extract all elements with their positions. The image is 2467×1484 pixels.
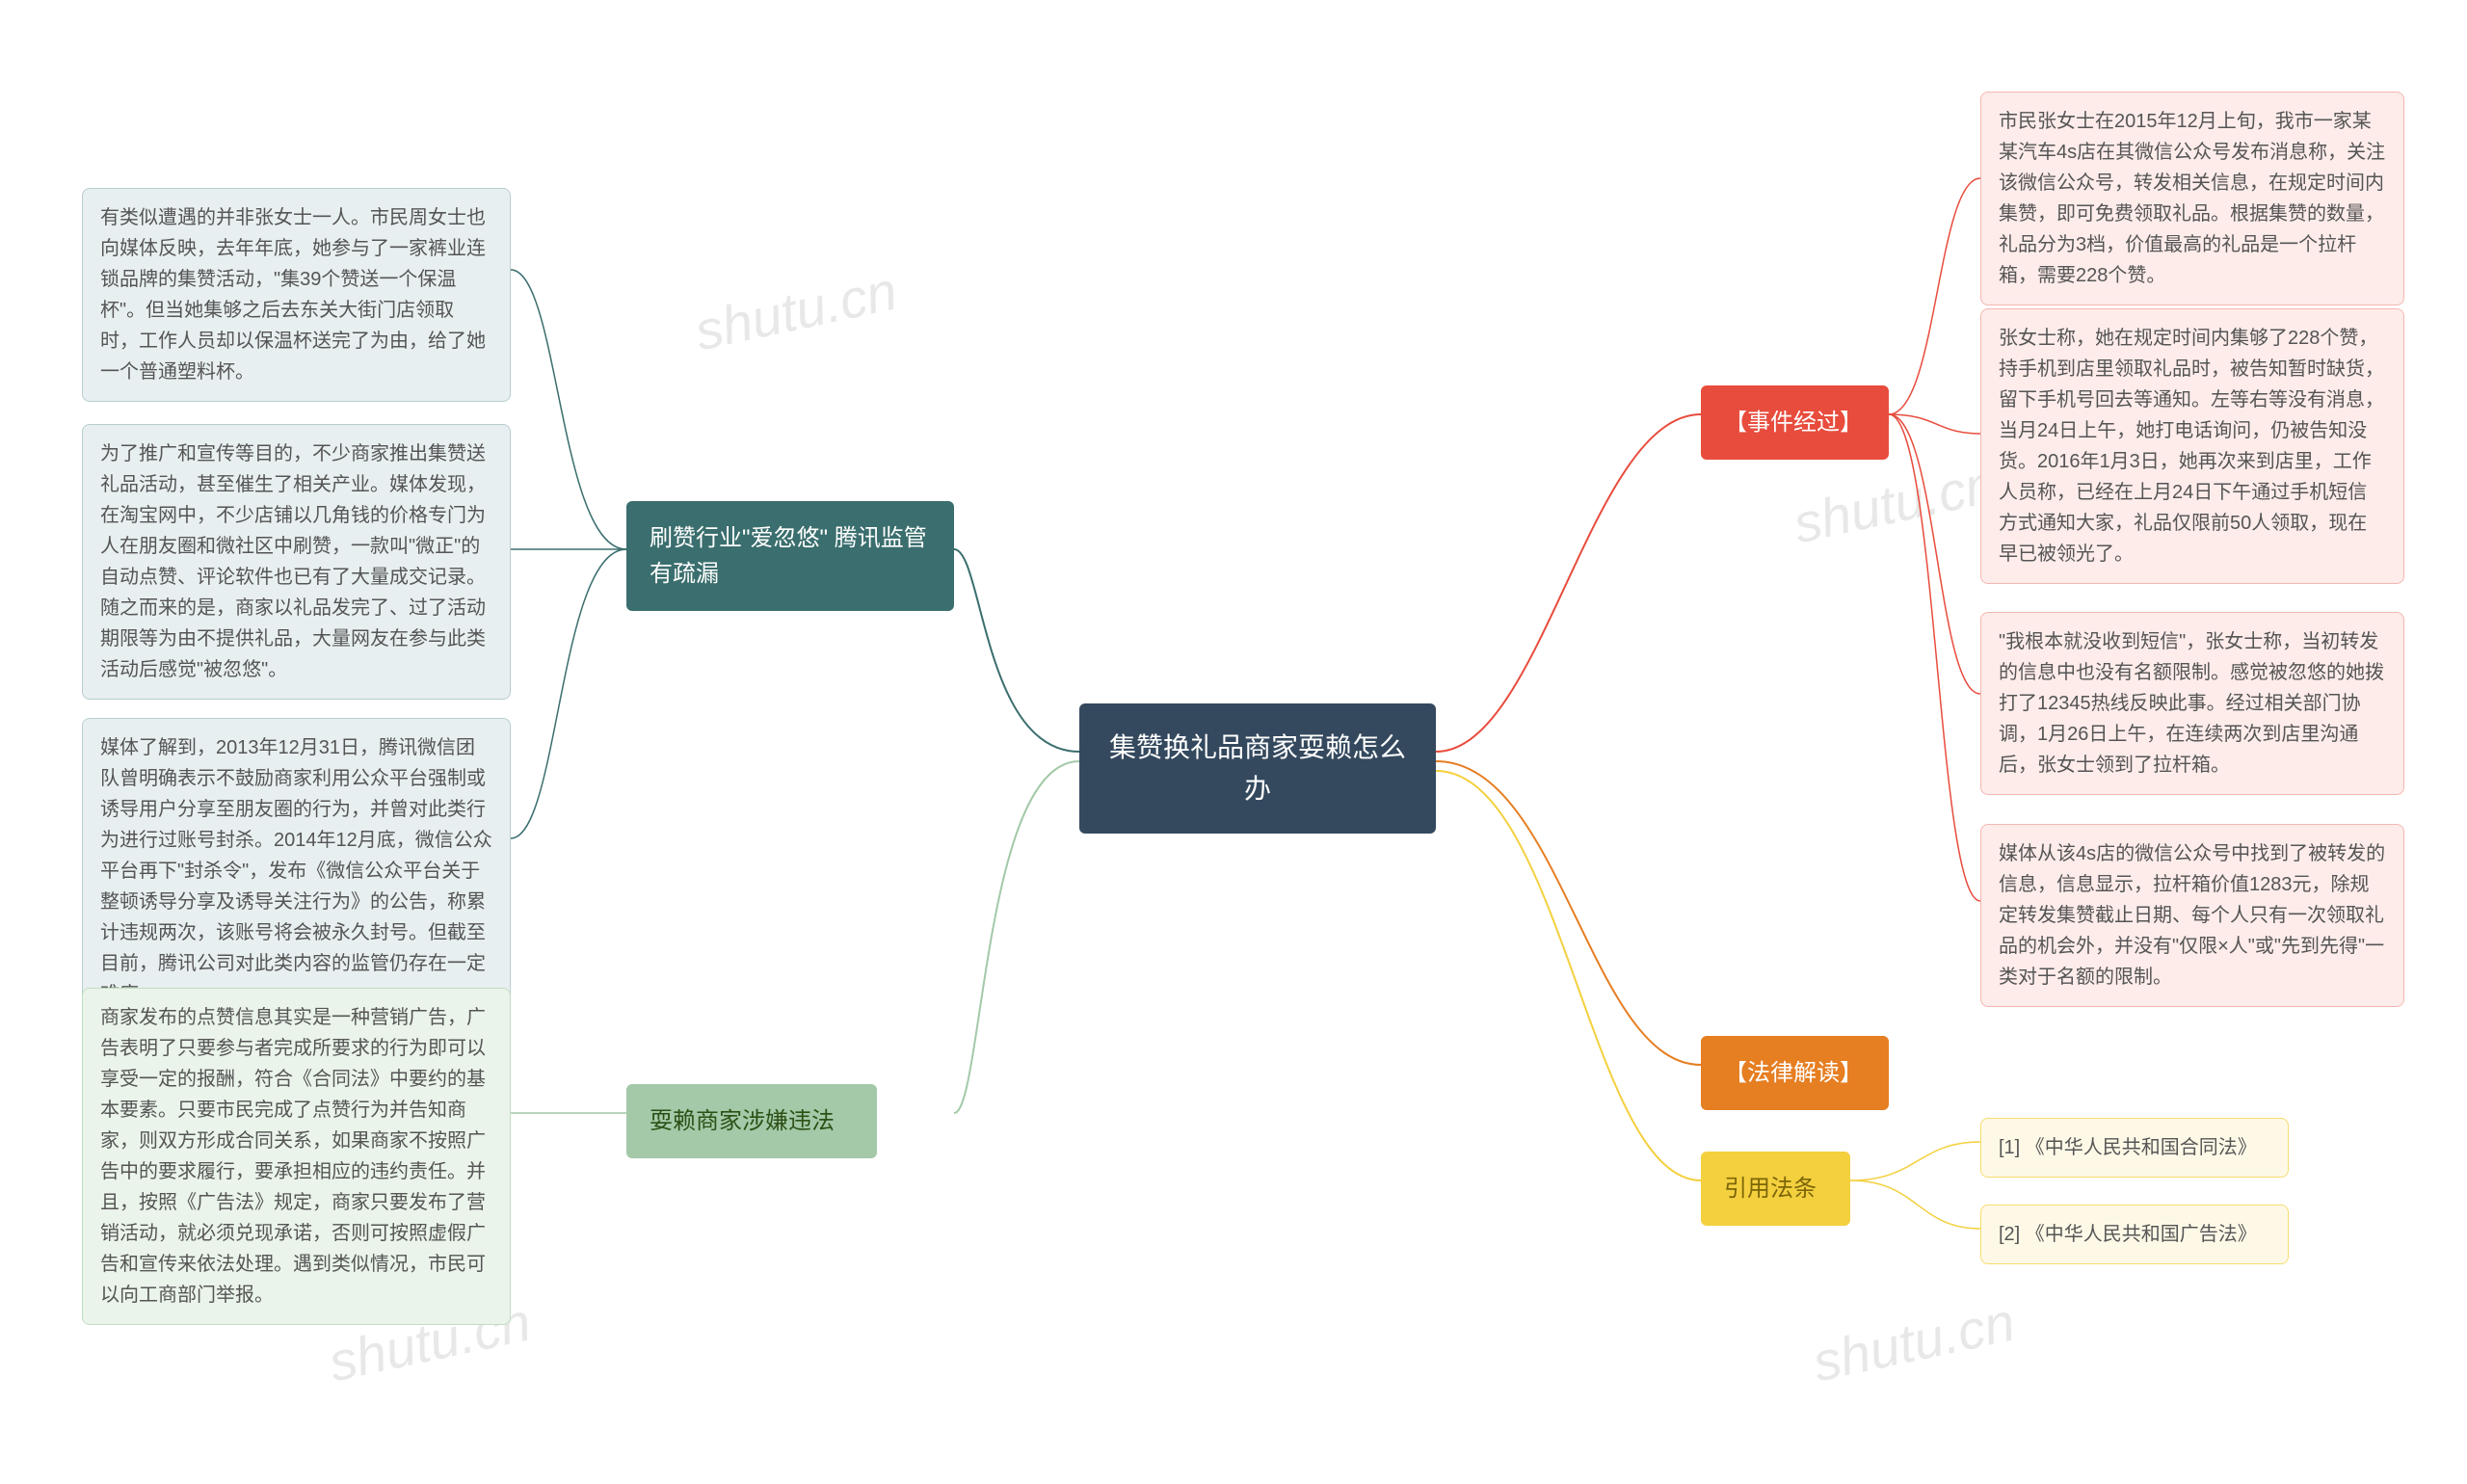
branch-law[interactable]: 【法律解读】 [1701, 1036, 1889, 1110]
branch-industry[interactable]: 刷赞行业"爱忽悠" 腾讯监管有疏漏 [626, 501, 954, 611]
watermark: shutu.cn [690, 259, 903, 363]
root-node[interactable]: 集赞换礼品商家耍赖怎么办 [1079, 703, 1436, 834]
watermark: shutu.cn [1808, 1290, 2021, 1394]
event-leaf-0: 市民张女士在2015年12月上旬，我市一家某某汽车4s店在其微信公众号发布消息称… [1980, 92, 2404, 305]
watermark: shutu.cn [1789, 452, 2002, 556]
industry-leaf-1: 为了推广和宣传等目的，不少商家推出集赞送礼品活动，甚至催生了相关产业。媒体发现，… [82, 424, 511, 700]
cite-leaf-1: [2] 《中华人民共和国广告法》 [1980, 1205, 2289, 1264]
industry-leaf-2: 媒体了解到，2013年12月31日，腾讯微信团队曾明确表示不鼓励商家利用公众平台… [82, 718, 511, 1024]
event-leaf-3: 媒体从该4s店的微信公众号中找到了被转发的信息，信息显示，拉杆箱价值1283元，… [1980, 824, 2404, 1007]
industry-leaf-0: 有类似遭遇的并非张女士一人。市民周女士也向媒体反映，去年年底，她参与了一家裤业连… [82, 188, 511, 402]
branch-event[interactable]: 【事件经过】 [1701, 385, 1889, 460]
cite-leaf-0: [1] 《中华人民共和国合同法》 [1980, 1118, 2289, 1178]
illegal-leaf-0: 商家发布的点赞信息其实是一种营销广告，广告表明了只要参与者完成所要求的行为即可以… [82, 988, 511, 1325]
event-leaf-1: 张女士称，她在规定时间内集够了228个赞，持手机到店里领取礼品时，被告知暂时缺货… [1980, 308, 2404, 584]
branch-illegal[interactable]: 耍赖商家涉嫌违法 [626, 1084, 877, 1158]
event-leaf-2: "我根本就没收到短信"，张女士称，当初转发的信息中也没有名额限制。感觉被忽悠的她… [1980, 612, 2404, 795]
branch-cite[interactable]: 引用法条 [1701, 1152, 1850, 1226]
